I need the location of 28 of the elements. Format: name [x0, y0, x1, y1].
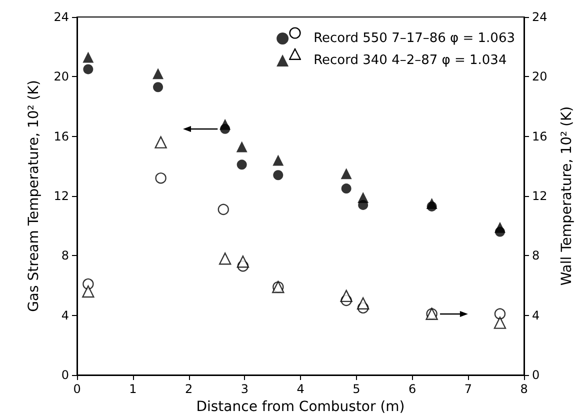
- legend-label: Record 550 7–17–86 φ = 1.063: [314, 31, 516, 46]
- y2-tick-label: 16: [532, 129, 548, 144]
- x-tick-label: 0: [73, 382, 81, 396]
- x-tick-label: 6: [408, 382, 416, 396]
- y2-tick-label: 24: [532, 10, 548, 24]
- y2-tick-label: 12: [532, 189, 548, 203]
- legend-label: Record 340 4–2–87 φ = 1.034: [314, 53, 507, 68]
- x-tick-label: 7: [464, 382, 472, 396]
- y-tick-label: 0: [61, 368, 69, 382]
- x-tick-label: 4: [296, 382, 304, 396]
- y-axis-title: Gas Stream Temperature, 10² (K): [26, 80, 42, 312]
- x-tick-label: 2: [184, 382, 193, 396]
- y-tick-label: 12: [54, 189, 69, 203]
- y2-tick-label: 0: [532, 368, 540, 382]
- y-tick-label: 8: [61, 248, 69, 263]
- y2-tick-label: 20: [532, 70, 548, 84]
- y2-axis-title: Wall Temperature, 10² (K): [559, 106, 575, 286]
- x-tick-label: 8: [520, 382, 528, 396]
- y2-tick-label: 8: [532, 248, 540, 263]
- y-tick-label: 20: [54, 70, 69, 84]
- y-tick-label: 16: [54, 129, 69, 144]
- y2-tick-label: 4: [532, 308, 540, 322]
- y-tick-label: 24: [54, 10, 69, 24]
- x-axis-title: Distance from Combustor (m): [196, 398, 405, 415]
- x-tick-label: 3: [240, 382, 248, 396]
- x-tick-label: 5: [352, 382, 360, 396]
- x-tick-label: 1: [129, 382, 137, 396]
- y-tick-label: 4: [61, 308, 69, 322]
